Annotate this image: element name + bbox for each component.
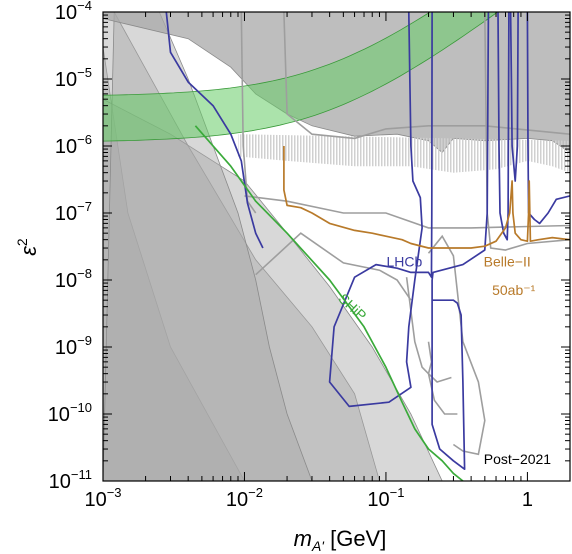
belle-ii-curve — [283, 146, 570, 249]
annotation-belle-ii: Belle−II — [484, 253, 531, 269]
axis-ticks — [102, 11, 571, 482]
y-tick-label: 10−11 — [49, 467, 92, 493]
lhcb-curve — [165, 12, 264, 249]
ship-curve — [194, 125, 464, 481]
excluded-region-beam-dump-3 — [103, 98, 443, 481]
y-axis-title: ε2 — [14, 238, 41, 256]
lhcb-curve — [431, 280, 466, 471]
series-curves — [165, 12, 570, 481]
y-tick-label: 10−6 — [55, 132, 92, 158]
y-tick-label: 10−8 — [55, 266, 92, 292]
lhcb-curve — [328, 12, 433, 408]
projection-curve — [244, 195, 570, 229]
y-tick-labels: 10−11 10−10 10−9 10−8 10−7 10−6 10−5 10−4 — [48, 0, 92, 493]
x-tick-label: 10−1 — [367, 485, 404, 511]
lhcb-curve — [431, 12, 490, 281]
y-tick-label: 10−5 — [55, 65, 92, 91]
projection-curve — [283, 12, 570, 140]
x-tick-label: 1 — [522, 489, 533, 511]
annotation-post-2021: Post−2021 — [484, 451, 552, 467]
y-tick-label: 10−9 — [55, 333, 92, 359]
lhcb-curve — [497, 12, 510, 241]
g-minus-2-band — [103, 12, 499, 142]
lhcb-curve — [526, 12, 570, 225]
lhcb-curve — [509, 12, 519, 182]
plot-frame — [102, 11, 571, 482]
x-tick-label: 10−3 — [84, 485, 121, 511]
projection-curve — [427, 234, 486, 456]
x-tick-label: 10−2 — [226, 485, 263, 511]
g-minus-2-favoured-band — [103, 12, 499, 142]
y-tick-label: 10−10 — [48, 400, 92, 426]
excluded-region-beam-dump-1 — [103, 46, 245, 481]
y-tick-label: 10−7 — [55, 199, 92, 225]
projection-curve — [240, 12, 257, 214]
annotation-50ab: 50ab⁻¹ — [492, 282, 536, 298]
x-tick-labels: 10−3 10−2 10−1 1 — [84, 485, 533, 511]
x-axis-title: mA' [GeV] — [294, 526, 387, 554]
annotation-lhcb: LHCb — [386, 253, 422, 269]
y-tick-label: 10−4 — [55, 0, 92, 24]
projection-curve — [405, 277, 452, 383]
